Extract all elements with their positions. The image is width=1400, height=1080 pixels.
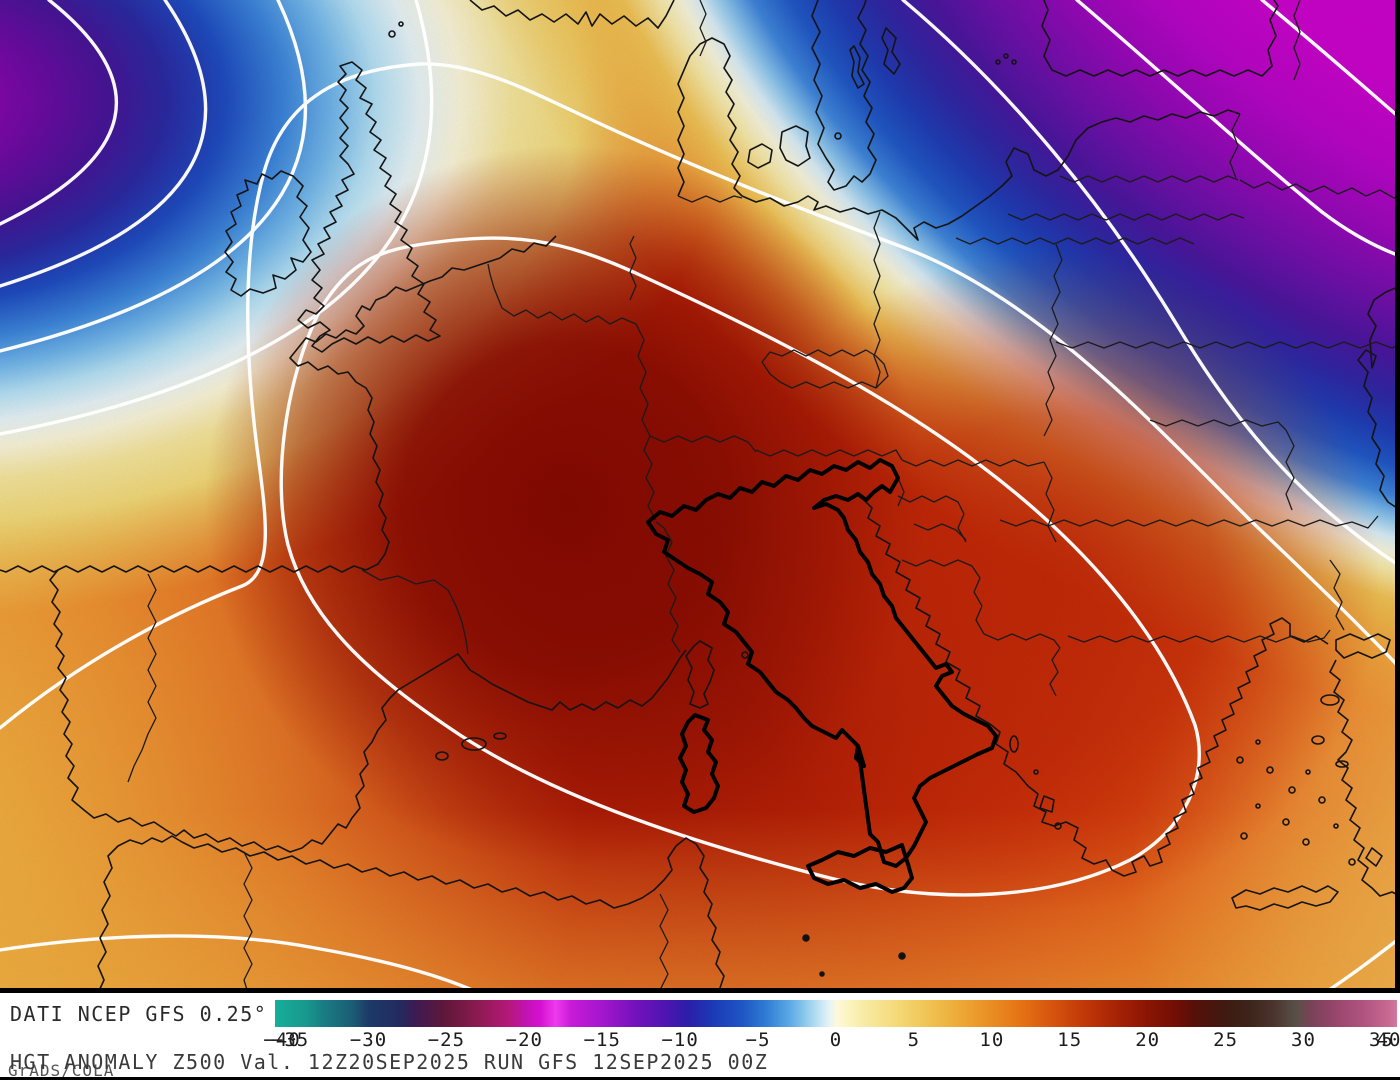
dataset-label: DATI NCEP GFS 0.25° — [10, 1002, 268, 1026]
coast-malta — [898, 952, 906, 960]
coast-jutland — [677, 37, 743, 197]
contour-plus5-sweep — [0, 62, 1400, 730]
coast-dalmatia-albania — [861, 497, 1329, 877]
coast-oland — [849, 45, 865, 89]
contour-nw-arc-1 — [0, 0, 118, 226]
colorbar-tick-label: 20 — [1135, 1029, 1161, 1051]
italy-mainland — [646, 458, 998, 868]
contour-nw-arc-4 — [0, 0, 434, 436]
contour-ne-line-2 — [1075, 0, 1400, 258]
map-canvas — [0, 0, 1400, 993]
coast-pantelleria — [802, 934, 810, 942]
colorbar-tick-label: 5 — [907, 1029, 921, 1051]
colorbar-tick-label: −10 — [661, 1029, 699, 1051]
contour-nw-arc-3 — [0, 0, 308, 353]
credit-label: GrADS/COLA — [8, 1061, 115, 1080]
colorbar-tick-label: 40 — [1376, 1029, 1400, 1051]
coast-aland-1 — [1003, 53, 1009, 59]
page-bottom-border — [0, 1077, 1400, 1080]
coast-aland-2 — [1011, 59, 1017, 65]
coast-norway-south — [469, 0, 675, 29]
colorbar-tick-label: −5 — [745, 1029, 771, 1051]
country-borders-layer — [127, 0, 1400, 993]
coast-orkney — [388, 30, 396, 38]
coast-aland-3 — [995, 59, 1001, 65]
map-frame — [0, 0, 1400, 993]
coast-great-britain — [297, 61, 441, 353]
colorbar-tick-label: 25 — [1213, 1029, 1239, 1051]
coast-lampedusa — [819, 971, 825, 977]
coast-north-africa — [97, 835, 725, 993]
colorbar-tick-label: −20 — [505, 1029, 543, 1051]
colorbar-tick-label: 15 — [1057, 1029, 1083, 1051]
contour-nw-arc-2 — [0, 0, 208, 288]
coast-corsica — [685, 640, 715, 709]
coast-ibiza — [435, 751, 449, 761]
coast-elba — [741, 651, 749, 659]
contour-plus10-oval — [279, 236, 1201, 897]
colorbar-tick-label: −30 — [349, 1029, 388, 1051]
colorbar-tick-label: 10 — [979, 1029, 1005, 1051]
coast-marmara — [1335, 633, 1391, 659]
contour-ne-line-3 — [1260, 0, 1400, 120]
contour-south-arc-west — [0, 934, 484, 993]
colorbar-tick-label: 30 — [1291, 1029, 1316, 1051]
anomaly-field — [0, 0, 1400, 993]
italy-sicily — [806, 843, 914, 894]
coast-baltic-south — [741, 109, 1241, 241]
dither-noise-overlay — [0, 0, 1400, 993]
title-label: HGT ANOMALY Z500 Val. 12Z20SEP2025 RUN G… — [10, 1050, 769, 1074]
colorbar-tick-label: −35 — [271, 1029, 310, 1051]
colorbar-tick-label: −25 — [427, 1029, 466, 1051]
coast-iberia — [49, 569, 687, 853]
white-contours-layer — [0, 0, 1400, 993]
coast-crete — [1231, 885, 1339, 911]
coast-turkey-aegean — [1329, 659, 1400, 897]
coast-ireland — [224, 170, 312, 297]
italy-sardinia — [678, 713, 720, 814]
coast-shetland — [398, 21, 404, 27]
coast-continent-north — [0, 235, 557, 573]
coast-fyn — [747, 143, 773, 169]
contour-ne-line-1 — [901, 0, 1400, 568]
colorbar-tick-label: 35 — [1368, 1029, 1394, 1051]
italy-outline — [646, 458, 998, 894]
coast-aegean-islands — [1236, 694, 1383, 867]
coast-finland-south — [1041, 0, 1279, 77]
coast-mallorca — [461, 737, 487, 751]
colorbar-gradient — [275, 1000, 1397, 1027]
coast-gotland — [881, 27, 901, 75]
colorbar-tick-label: 0 — [829, 1029, 843, 1051]
coast-ionian-islands — [1009, 735, 1062, 830]
coast-menorca — [493, 732, 507, 740]
coast-zealand — [779, 125, 811, 167]
colorbar-tick-label: −40 — [263, 1029, 301, 1051]
coastlines-layer — [0, 0, 1400, 993]
coast-bornholm — [834, 132, 842, 140]
colorbar-tick-label: −15 — [583, 1029, 621, 1051]
coast-sweden — [811, 0, 877, 191]
coast-black-sea-west — [1357, 285, 1400, 511]
